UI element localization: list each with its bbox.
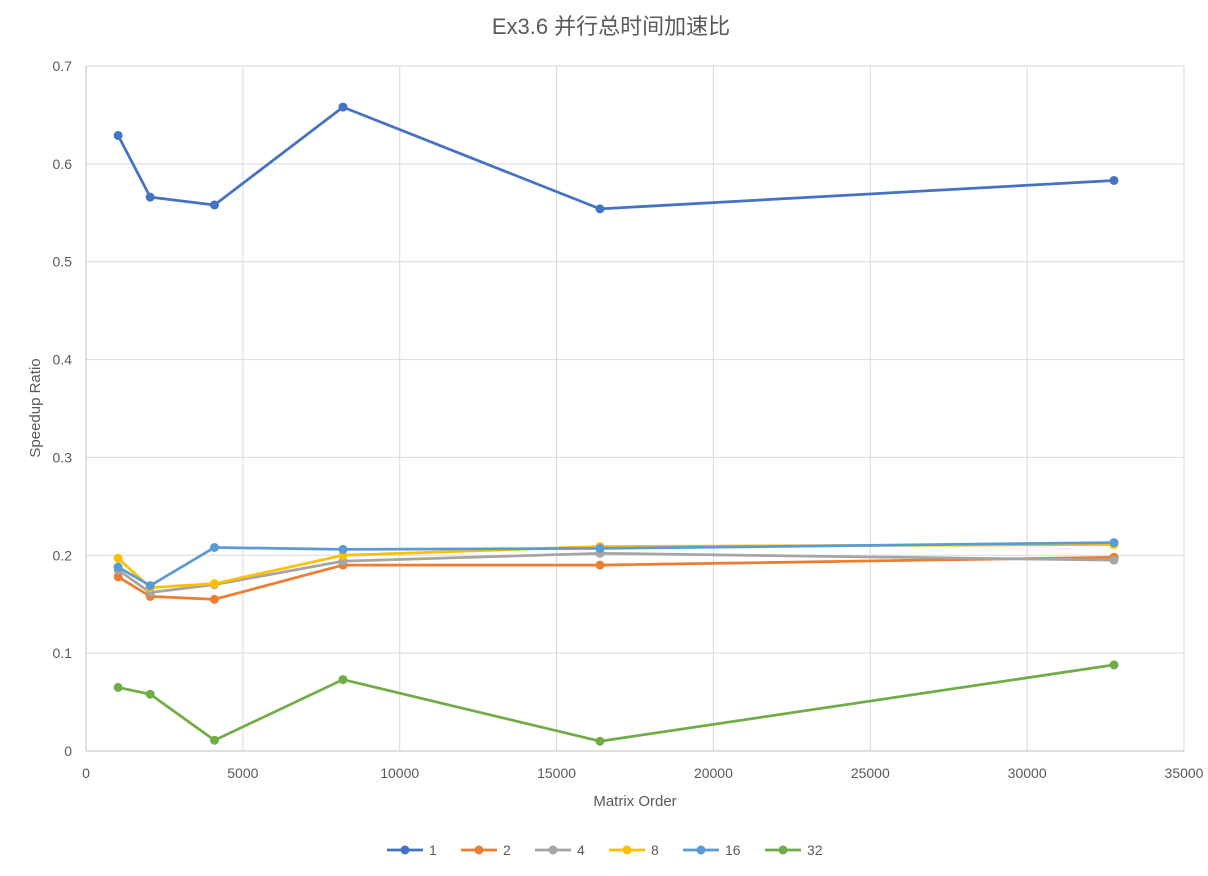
legend-item-1: 1 bbox=[387, 842, 437, 858]
data-point-32 bbox=[145, 689, 155, 699]
x-tick-label: 5000 bbox=[227, 765, 258, 781]
legend: 1 2 4 8 16 32 bbox=[387, 842, 823, 858]
y-tick-label: 0.1 bbox=[53, 645, 73, 661]
legend-item-32: 32 bbox=[765, 842, 823, 858]
data-point-2 bbox=[209, 594, 219, 604]
legend-marker bbox=[474, 845, 484, 855]
data-point-1 bbox=[209, 200, 219, 210]
legend-marker bbox=[548, 845, 558, 855]
legend-label: 2 bbox=[503, 842, 511, 858]
data-point-8 bbox=[209, 579, 219, 589]
x-tick-label: 20000 bbox=[694, 765, 733, 781]
data-point-32 bbox=[1109, 660, 1119, 670]
series-16 bbox=[113, 538, 1119, 591]
data-point-16 bbox=[1109, 538, 1119, 548]
data-point-4 bbox=[1109, 555, 1119, 565]
legend-item-8: 8 bbox=[609, 842, 659, 858]
y-tick-label: 0.7 bbox=[53, 58, 73, 74]
data-point-16 bbox=[338, 544, 348, 554]
x-tick-label: 25000 bbox=[851, 765, 890, 781]
y-tick-label: 0.4 bbox=[53, 352, 73, 368]
legend-item-2: 2 bbox=[461, 842, 511, 858]
legend-marker bbox=[622, 845, 632, 855]
series-1 bbox=[113, 102, 1119, 214]
series-2 bbox=[113, 552, 1119, 604]
data-point-2 bbox=[595, 560, 605, 570]
legend-label: 16 bbox=[725, 842, 741, 858]
series-32 bbox=[113, 660, 1119, 746]
data-point-16 bbox=[145, 581, 155, 591]
y-tick-label: 0.5 bbox=[53, 254, 73, 270]
data-point-32 bbox=[338, 675, 348, 685]
axes: 0 0.1 0.2 0.3 0.4 0.5 0.6 0.7 0 5000 10000 15000 200… bbox=[53, 58, 1204, 781]
series-line-1 bbox=[116, 105, 1115, 211]
x-tick-label: 35000 bbox=[1165, 765, 1204, 781]
legend-item-4: 4 bbox=[535, 842, 585, 858]
x-tick-label: 30000 bbox=[1008, 765, 1047, 781]
grid bbox=[86, 65, 1185, 751]
data-point-1 bbox=[1109, 175, 1119, 185]
legend-label: 8 bbox=[651, 842, 659, 858]
y-axis-title: Speedup Ratio bbox=[27, 358, 44, 457]
y-tick-label: 0.6 bbox=[53, 156, 73, 172]
legend-label: 4 bbox=[577, 842, 585, 858]
x-axis-title: Matrix Order bbox=[593, 793, 676, 810]
data-point-32 bbox=[209, 735, 219, 745]
legend-item-16: 16 bbox=[683, 842, 741, 858]
x-tick-label: 0 bbox=[82, 765, 90, 781]
data-point-32 bbox=[113, 682, 123, 692]
series-line-2 bbox=[117, 555, 1114, 601]
data-point-2 bbox=[113, 572, 123, 582]
series-line-16 bbox=[117, 541, 1114, 587]
chart-title: Ex3.6 并行总时间加速比 bbox=[492, 14, 730, 39]
data-point-16 bbox=[209, 542, 219, 552]
x-tick-label: 10000 bbox=[380, 765, 419, 781]
data-point-1 bbox=[595, 204, 605, 214]
data-point-16 bbox=[595, 543, 605, 553]
y-tick-label: 0.3 bbox=[53, 449, 73, 465]
legend-marker bbox=[778, 845, 788, 855]
series-line-32 bbox=[117, 663, 1115, 743]
legend-label: 1 bbox=[429, 842, 437, 858]
y-tick-label: 0 bbox=[64, 743, 72, 759]
legend-marker bbox=[696, 845, 706, 855]
legend-label: 32 bbox=[807, 842, 823, 858]
series-layer bbox=[113, 102, 1119, 746]
y-tick-label: 0.2 bbox=[53, 547, 73, 563]
data-point-1 bbox=[113, 130, 123, 140]
data-point-1 bbox=[338, 102, 348, 112]
data-point-32 bbox=[595, 736, 605, 746]
data-point-1 bbox=[145, 192, 155, 202]
data-point-16 bbox=[113, 562, 123, 572]
x-tick-label: 15000 bbox=[537, 765, 576, 781]
legend-marker bbox=[400, 845, 410, 855]
data-point-8 bbox=[113, 553, 123, 563]
series-line-4 bbox=[117, 551, 1114, 594]
